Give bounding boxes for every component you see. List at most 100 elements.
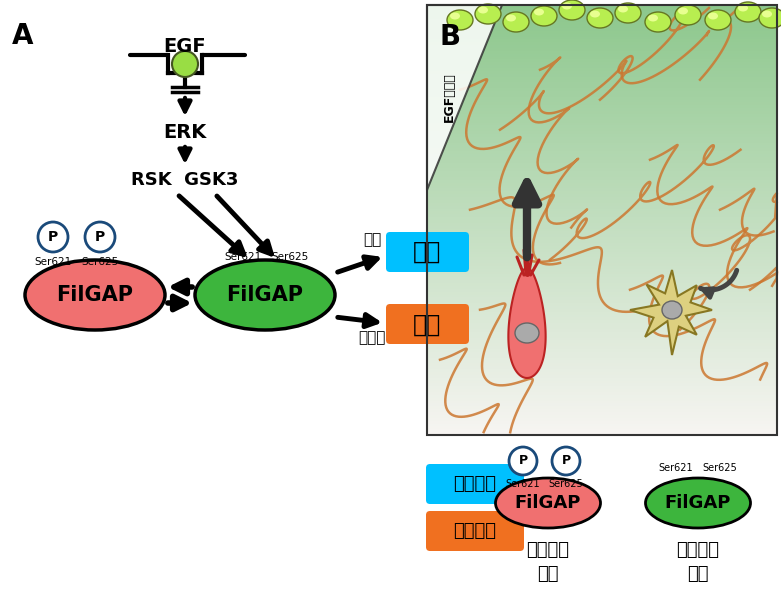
Ellipse shape (645, 12, 671, 32)
Bar (427, 191, 777, 195)
Bar (427, 211, 777, 215)
Bar (427, 269, 777, 272)
Bar (427, 323, 777, 327)
Bar (427, 400, 777, 405)
Ellipse shape (708, 13, 718, 19)
Bar (427, 343, 777, 347)
Ellipse shape (515, 323, 539, 343)
Bar (427, 234, 777, 238)
Bar (427, 151, 777, 155)
Text: 速い: 速い (537, 565, 558, 583)
Bar (427, 5, 777, 9)
Bar (427, 231, 777, 236)
Text: Ser625: Ser625 (271, 252, 308, 262)
Circle shape (172, 51, 198, 77)
Bar (427, 174, 777, 178)
Bar (427, 286, 777, 290)
Bar (427, 85, 777, 89)
Polygon shape (630, 270, 712, 355)
Bar (427, 45, 777, 49)
Bar (427, 39, 777, 43)
Bar (427, 117, 777, 121)
Bar (427, 11, 777, 14)
Bar (427, 384, 777, 387)
Bar (427, 266, 777, 270)
Bar (427, 312, 777, 316)
Text: 遵害: 遵害 (363, 233, 381, 248)
Bar (427, 406, 777, 410)
Bar (427, 260, 777, 264)
Bar (427, 160, 777, 164)
Bar (427, 263, 777, 267)
Bar (427, 306, 777, 310)
Text: Ser621: Ser621 (505, 479, 540, 489)
Bar (427, 378, 777, 382)
Bar (427, 14, 777, 18)
Text: Ser621: Ser621 (224, 252, 262, 262)
Bar (427, 220, 777, 224)
Bar (427, 65, 777, 69)
Bar (427, 34, 777, 37)
Bar (427, 194, 777, 198)
Ellipse shape (662, 301, 682, 319)
Bar (427, 254, 777, 259)
Bar (427, 309, 777, 313)
Bar (427, 48, 777, 52)
Text: FilGAP: FilGAP (226, 285, 304, 305)
Bar (427, 105, 777, 109)
FancyBboxPatch shape (426, 464, 524, 504)
Text: 安定化: 安定化 (358, 330, 386, 345)
Text: FilGAP: FilGAP (515, 494, 581, 512)
Bar (427, 415, 777, 419)
Polygon shape (508, 268, 546, 378)
Circle shape (509, 447, 537, 475)
Ellipse shape (495, 478, 601, 528)
Bar (427, 5, 777, 435)
Bar (427, 349, 777, 353)
Circle shape (85, 222, 115, 252)
Text: RSK  GSK3: RSK GSK3 (131, 171, 239, 189)
Bar (427, 292, 777, 295)
Bar (427, 426, 777, 430)
Ellipse shape (587, 8, 613, 28)
Bar (427, 389, 777, 393)
Bar (427, 149, 777, 152)
Bar (427, 372, 777, 376)
Bar (427, 80, 777, 83)
Bar (427, 74, 777, 78)
Bar (427, 77, 777, 80)
Bar (427, 338, 777, 341)
Bar (427, 137, 777, 141)
Bar (427, 326, 777, 330)
Text: P: P (519, 454, 527, 467)
Bar (427, 185, 777, 190)
Bar (427, 157, 777, 161)
Bar (427, 409, 777, 413)
Bar (427, 240, 777, 244)
Text: 接着: 接着 (413, 313, 441, 337)
Bar (427, 297, 777, 301)
Text: Ser625: Ser625 (703, 463, 737, 473)
FancyBboxPatch shape (386, 232, 469, 272)
Ellipse shape (759, 8, 781, 28)
Ellipse shape (618, 5, 628, 13)
Bar (427, 423, 777, 428)
Ellipse shape (531, 6, 557, 26)
Bar (427, 206, 777, 210)
Ellipse shape (562, 2, 572, 10)
Ellipse shape (762, 10, 772, 18)
Bar (427, 283, 777, 287)
Bar (427, 183, 777, 187)
Bar (427, 289, 777, 293)
Bar (427, 361, 777, 364)
Bar (427, 335, 777, 338)
Text: ランダム: ランダム (676, 541, 719, 559)
Text: スピード: スピード (454, 522, 497, 540)
Bar (427, 223, 777, 226)
Bar (427, 228, 777, 233)
Text: EGFの濃度: EGFの濃度 (443, 72, 455, 122)
Bar (427, 329, 777, 333)
Bar (427, 381, 777, 384)
Text: ERK: ERK (163, 123, 207, 141)
Bar (427, 387, 777, 390)
